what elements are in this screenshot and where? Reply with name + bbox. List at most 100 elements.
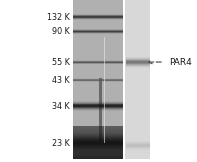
Bar: [73, 147, 123, 148]
Bar: [73, 19, 123, 20]
Bar: [73, 142, 123, 143]
Bar: [73, 152, 123, 153]
Bar: [73, 15, 123, 16]
Bar: [73, 129, 123, 130]
Bar: [73, 150, 123, 151]
Bar: [73, 154, 123, 155]
Bar: [73, 149, 123, 150]
Bar: [126, 143, 150, 144]
Bar: [126, 59, 150, 60]
Bar: [73, 127, 123, 128]
Bar: [73, 139, 123, 140]
Bar: [73, 107, 123, 108]
Bar: [73, 106, 123, 107]
Bar: [126, 67, 150, 68]
Bar: [126, 61, 150, 62]
Bar: [73, 132, 123, 133]
Text: 43 K: 43 K: [52, 76, 70, 85]
Bar: [73, 137, 123, 138]
Bar: [73, 140, 123, 141]
Bar: [126, 141, 150, 142]
Bar: [73, 152, 123, 153]
Bar: [73, 31, 123, 32]
Bar: [73, 148, 123, 149]
Bar: [126, 64, 150, 65]
Bar: [73, 104, 123, 105]
Bar: [125, 0, 151, 159]
Bar: [126, 58, 150, 59]
Bar: [73, 148, 123, 149]
Bar: [73, 16, 123, 17]
Bar: [73, 138, 123, 139]
Bar: [126, 57, 150, 58]
Bar: [99, 78, 102, 141]
Bar: [73, 153, 123, 154]
Bar: [73, 150, 123, 151]
Bar: [73, 137, 123, 138]
Bar: [73, 109, 123, 110]
Bar: [73, 134, 123, 135]
Bar: [73, 33, 123, 34]
Bar: [73, 158, 123, 159]
Bar: [73, 32, 123, 33]
Bar: [73, 157, 123, 158]
Bar: [73, 147, 123, 148]
Bar: [126, 62, 150, 63]
Bar: [126, 148, 150, 149]
Bar: [73, 146, 123, 147]
Bar: [73, 130, 123, 131]
Bar: [73, 136, 123, 137]
Bar: [73, 134, 123, 135]
Text: 23 K: 23 K: [52, 139, 70, 148]
Bar: [73, 151, 123, 152]
Bar: [73, 142, 123, 143]
Bar: [126, 142, 150, 143]
Bar: [126, 149, 150, 150]
Bar: [73, 155, 123, 156]
Text: 132 K: 132 K: [47, 12, 70, 22]
Bar: [73, 138, 123, 139]
Bar: [73, 144, 123, 145]
Bar: [73, 145, 123, 146]
Bar: [126, 145, 150, 146]
Bar: [73, 141, 123, 142]
Bar: [73, 135, 123, 136]
Text: PAR4: PAR4: [169, 58, 192, 67]
Bar: [73, 133, 123, 134]
Bar: [73, 101, 123, 102]
Bar: [126, 147, 150, 148]
Bar: [73, 30, 123, 31]
Bar: [73, 135, 123, 136]
Bar: [126, 65, 150, 66]
Bar: [73, 105, 123, 106]
Bar: [73, 102, 123, 103]
Bar: [104, 37, 105, 143]
Bar: [73, 140, 123, 141]
Bar: [73, 149, 123, 150]
Bar: [73, 131, 123, 132]
Bar: [73, 108, 123, 109]
Bar: [73, 143, 123, 144]
Bar: [126, 146, 150, 147]
Bar: [73, 141, 123, 142]
Bar: [73, 110, 123, 111]
Bar: [73, 29, 123, 30]
Bar: [73, 145, 123, 146]
Bar: [73, 126, 123, 127]
Bar: [126, 63, 150, 64]
Bar: [73, 128, 123, 129]
Text: 34 K: 34 K: [52, 102, 70, 111]
Text: 90 K: 90 K: [52, 27, 70, 36]
Bar: [73, 139, 123, 140]
Bar: [73, 151, 123, 152]
Text: 55 K: 55 K: [52, 58, 70, 67]
Bar: [73, 156, 123, 157]
Bar: [73, 146, 123, 147]
Bar: [73, 133, 123, 134]
Bar: [73, 103, 123, 104]
Bar: [126, 60, 150, 61]
Bar: [73, 18, 123, 19]
Bar: [73, 0, 123, 159]
Bar: [126, 66, 150, 67]
Bar: [73, 17, 123, 18]
